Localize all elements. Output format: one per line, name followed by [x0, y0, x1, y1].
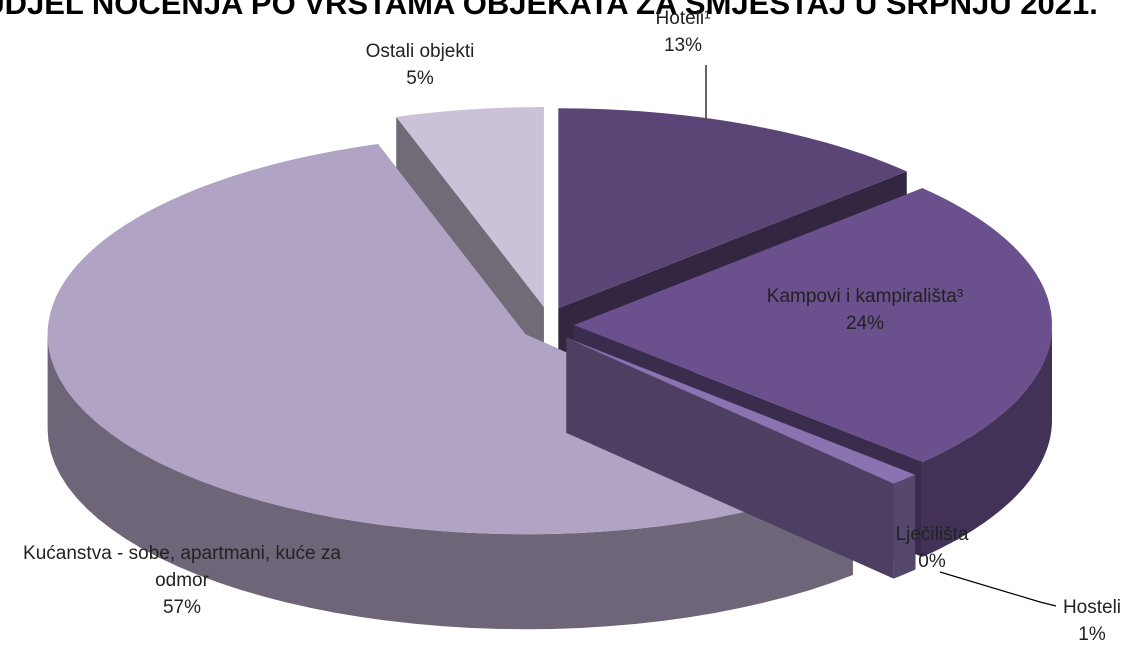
label-name: Lječilišta: [895, 524, 969, 545]
leader-line: [939, 571, 1057, 607]
slice-label: Hoteli¹ 13%: [638, 5, 728, 59]
slice-label: Ostali objekti 5%: [320, 38, 520, 92]
slice-label: Lječilišta 0%: [872, 521, 992, 575]
label-name: Hosteli: [1062, 597, 1122, 618]
slice: [566, 337, 915, 579]
label-value: 13%: [663, 35, 703, 56]
slice-top: [566, 337, 915, 484]
slice-label: Hosteli 1%: [1047, 594, 1137, 648]
slice-wall: [922, 325, 1052, 557]
slice-label: Kampovi i kampirališta³ 24%: [705, 283, 1025, 337]
label-value: 57%: [162, 597, 202, 618]
slice-side: [566, 337, 894, 579]
slice-wall: [893, 474, 915, 579]
label-value: 0%: [918, 551, 946, 572]
label-name: Kućanstva - sobe, apartmani, kuće za odm…: [23, 543, 341, 591]
slice-top: [558, 108, 907, 309]
label-value: 24%: [845, 313, 885, 334]
label-name: Hoteli¹: [655, 8, 711, 29]
label-name: Ostali objekti: [365, 41, 475, 62]
slice-wall: [47, 334, 853, 630]
chart-title: UDJEL NOĆENJA PO VRSTAMA OBJEKATA ZA SMJ…: [0, 0, 1098, 21]
slice-top: [574, 188, 1052, 462]
label-value: 1%: [1078, 624, 1106, 645]
label-value: 5%: [406, 68, 434, 89]
slice-top: [396, 107, 544, 308]
label-name: Kampovi i kampirališta³: [766, 286, 964, 307]
slice-label: Kućanstva - sobe, apartmani, kuće za odm…: [12, 540, 352, 621]
